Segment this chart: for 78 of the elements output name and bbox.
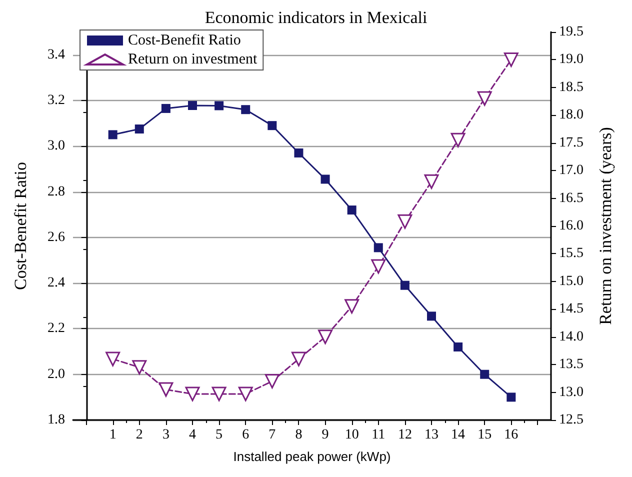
y-tick-label: 2.6	[48, 230, 65, 245]
x-tick-label: 2	[136, 428, 143, 442]
x-tick-label: 1	[109, 428, 116, 442]
point	[241, 105, 250, 114]
x-tick-label: 15	[478, 428, 492, 442]
point	[477, 91, 492, 106]
point	[504, 52, 518, 67]
legend-label: Return on investment	[128, 52, 258, 68]
y2-tick-label: 19.5	[559, 24, 584, 40]
x-tick-label: 5	[216, 428, 223, 442]
x-tick-label: 8	[295, 428, 302, 442]
point	[374, 243, 383, 252]
point	[264, 374, 280, 388]
x-tick-label: 3	[162, 428, 170, 442]
point	[427, 312, 436, 321]
point	[188, 100, 197, 110]
y-tick-label: 2.4	[48, 276, 65, 291]
x-tick-label: 12	[398, 428, 412, 442]
y2-tick-label: 15.0	[559, 274, 584, 289]
y2-tick-label: 18.0	[559, 108, 584, 123]
x-axis-title: Installed peak power (kWp)	[233, 449, 391, 464]
y2-tick-label: 18.5	[559, 80, 584, 95]
point	[371, 259, 386, 274]
point	[318, 330, 333, 344]
x-tick-label: 9	[322, 428, 329, 442]
x-tick-label: 13	[424, 428, 438, 442]
point	[347, 206, 356, 215]
point	[294, 148, 304, 158]
point	[344, 299, 360, 314]
point	[161, 104, 170, 113]
y-tick-label: 2.0	[48, 366, 65, 382]
x-tick-label: 11	[372, 428, 386, 442]
y2-tick-label: 16.0	[559, 218, 584, 234]
x-tick-label: 10	[344, 428, 359, 442]
point	[132, 360, 147, 375]
point	[238, 386, 253, 402]
point	[185, 386, 200, 402]
point	[424, 174, 439, 189]
y2-tick-label: 16.5	[559, 190, 584, 206]
y2-axis-title: Return on investment (years)	[596, 127, 615, 325]
y-tick-label: 3.4	[48, 47, 65, 62]
x-tick-label: 7	[268, 428, 276, 442]
point	[320, 174, 330, 184]
point	[158, 382, 174, 397]
x-tick-label: 6	[242, 428, 250, 442]
y2-tick-label: 17.0	[559, 163, 584, 178]
y2-tick-label: 15.5	[559, 246, 584, 262]
point	[450, 132, 466, 148]
y2-tick-label: 17.5	[559, 135, 584, 150]
y2-tick-label: 14.5	[559, 302, 584, 317]
point	[454, 342, 463, 352]
point	[214, 101, 224, 110]
y-axis-title: Cost-Benefit Ratio	[11, 162, 30, 290]
x-tick-label: 16	[504, 428, 518, 442]
y2-tick-label: 13.5	[559, 357, 584, 372]
point	[291, 352, 306, 366]
y2-tick-label: 19.0	[559, 52, 584, 68]
y2-tick-label: 13.0	[559, 384, 584, 400]
x-tick-label: 4	[189, 428, 196, 442]
y-tick-label: 2.8	[48, 184, 65, 200]
y-tick-label: 3.0	[48, 138, 65, 154]
y-tick-label: 3.2	[48, 92, 65, 108]
y-tick-label: 1.8	[48, 412, 65, 428]
y2-tick-label: 14.0	[559, 329, 584, 344]
point	[398, 214, 412, 229]
point	[212, 386, 226, 402]
point	[134, 124, 144, 134]
y2-tick-label: 12.5	[559, 412, 584, 428]
point	[506, 392, 516, 402]
chart-title: Economic indicators in Mexicali	[204, 8, 428, 27]
x-tick-label: 14	[451, 428, 466, 442]
point	[400, 280, 410, 290]
point	[108, 130, 118, 140]
y-tick-label: 2.2	[48, 321, 65, 336]
point	[480, 370, 490, 379]
point	[268, 121, 277, 130]
legend-label: Cost-Benefit Ratio	[128, 32, 241, 48]
point	[106, 352, 120, 366]
